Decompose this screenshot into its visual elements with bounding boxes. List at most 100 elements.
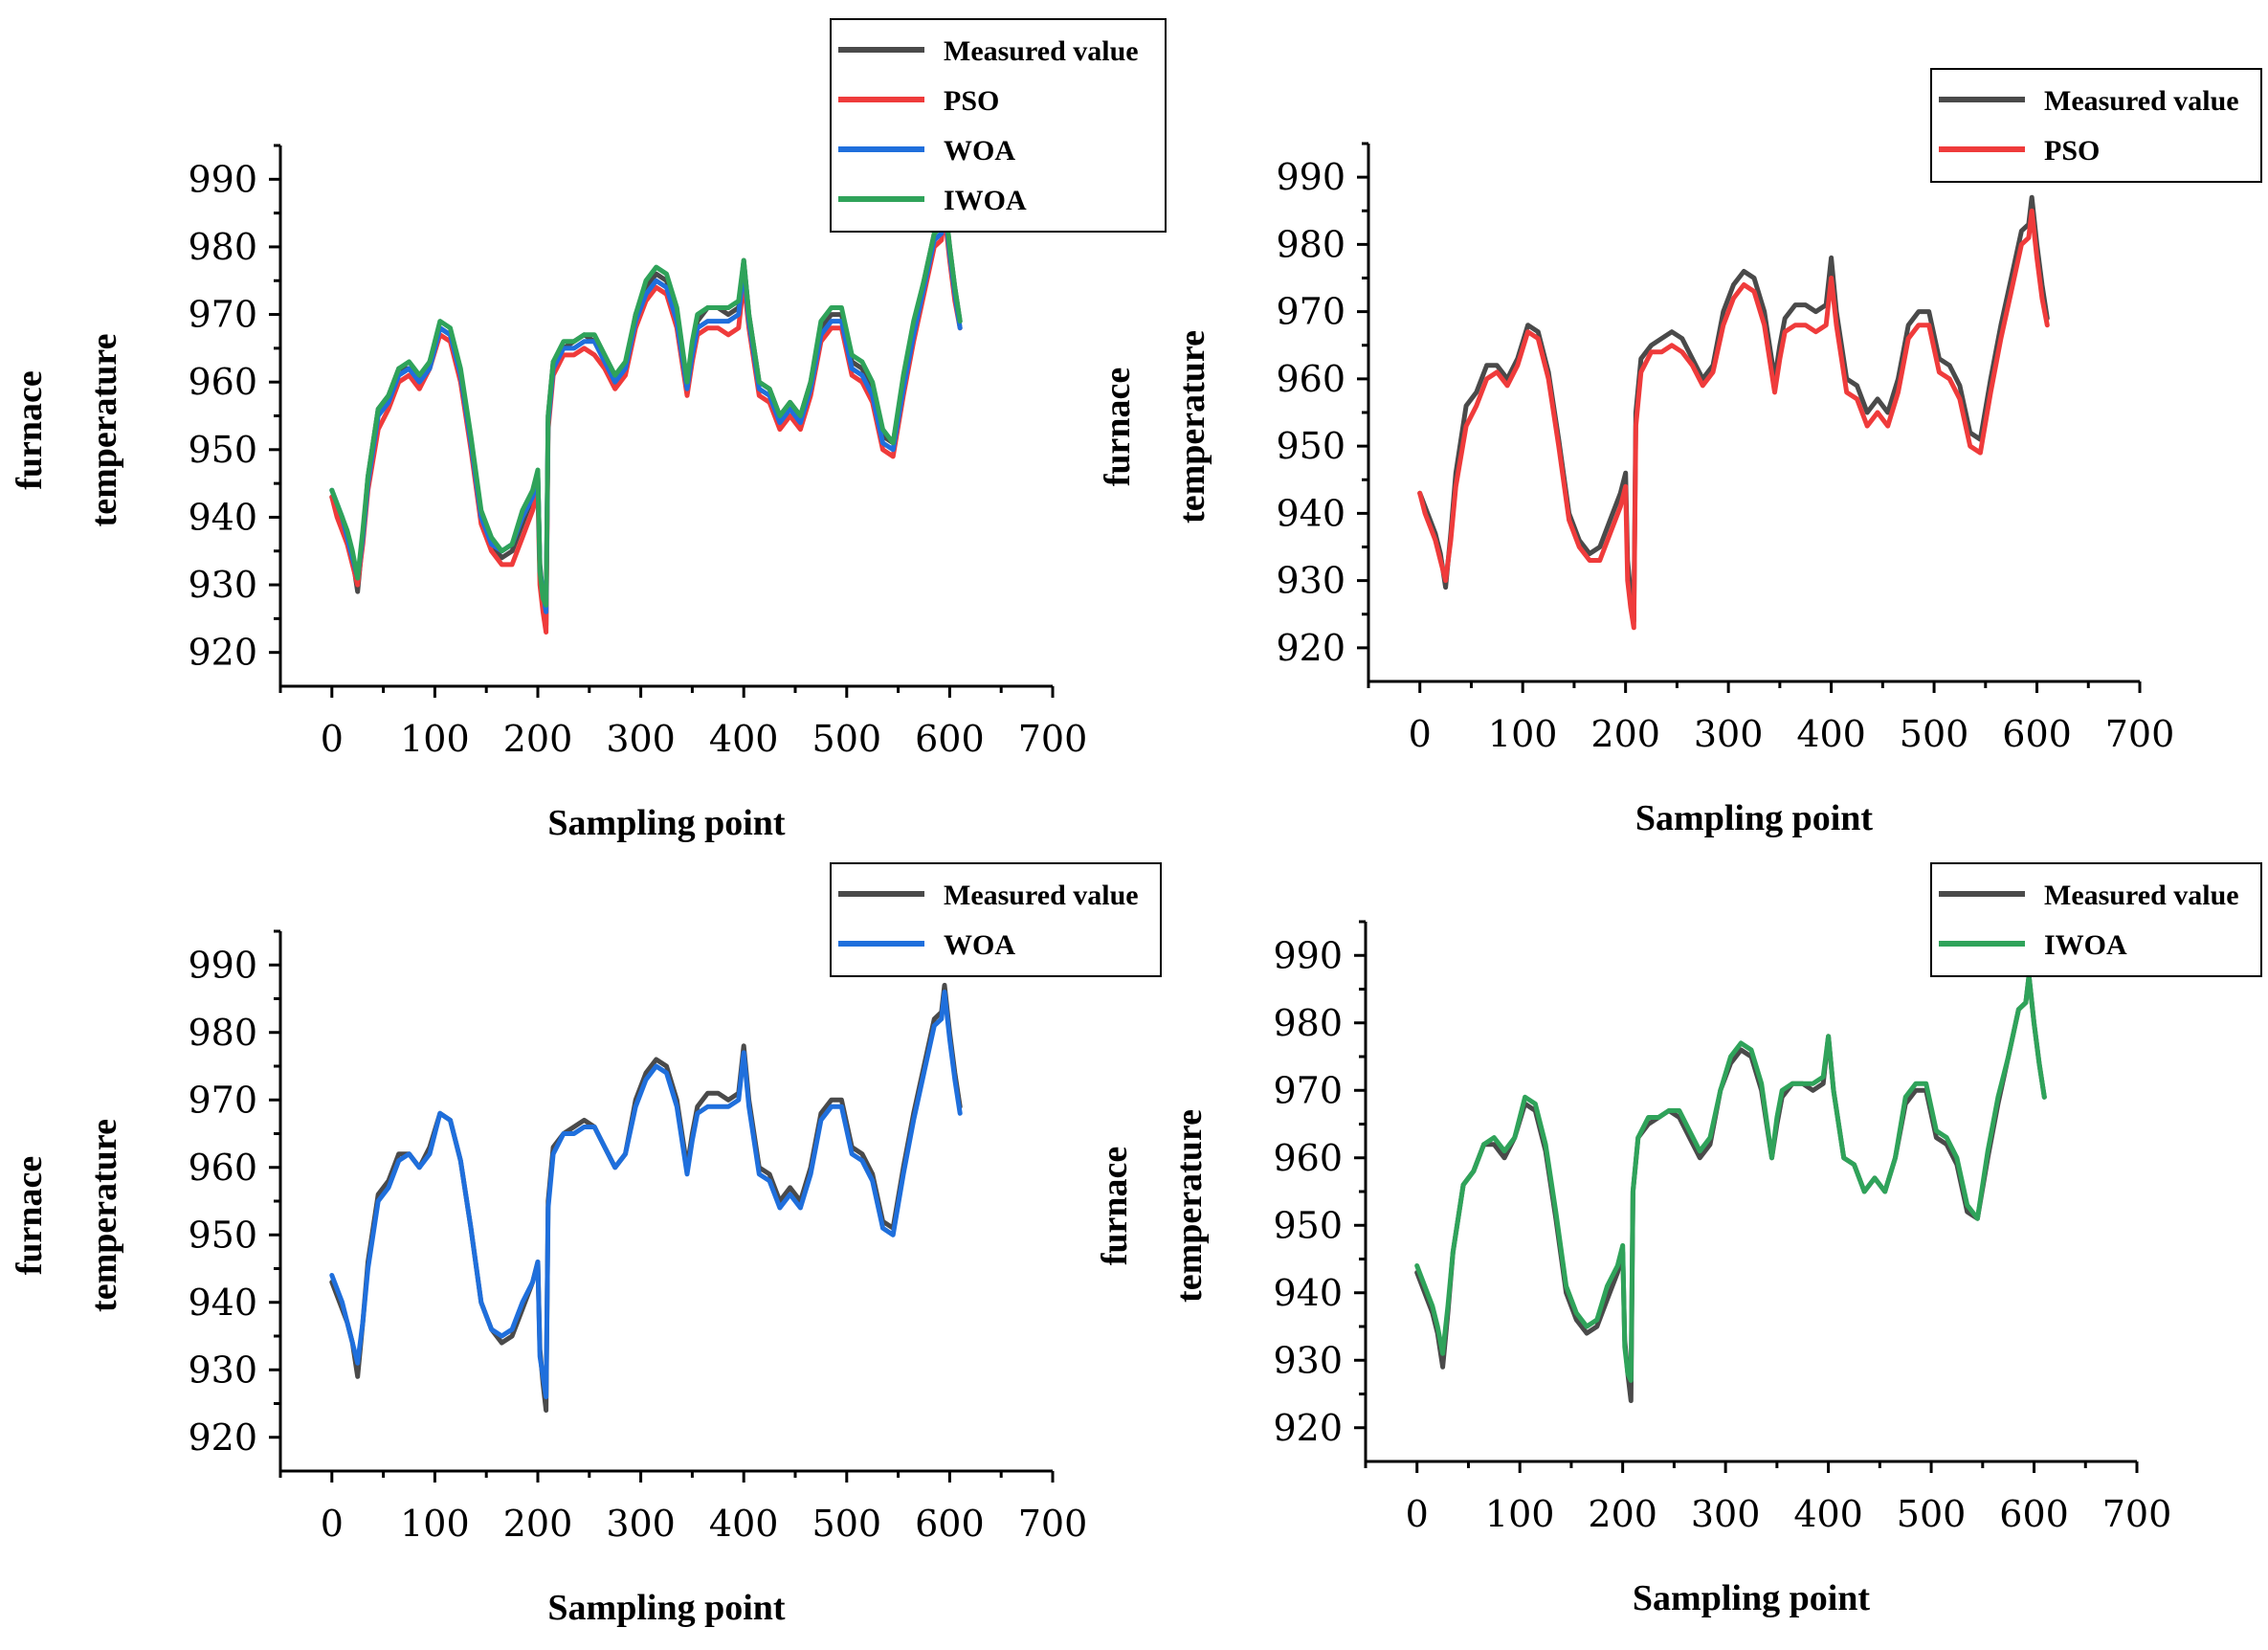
- y-tick-label: 950: [1273, 1204, 1343, 1246]
- x-tick-label: 0: [1406, 1493, 1429, 1535]
- y-tick-label: 930: [1273, 1339, 1343, 1381]
- y-tick-label: 970: [1276, 291, 1345, 333]
- y-tick-label: 940: [1273, 1272, 1343, 1314]
- y-axis-title-line2: temperature: [84, 334, 124, 527]
- y-axis-title-line2: temperature: [1172, 330, 1212, 524]
- y-tick-label: 930: [188, 564, 257, 606]
- series-line-woa: [329, 204, 963, 614]
- legend-label: Measured value: [2044, 880, 2239, 911]
- legend-box: [1930, 68, 2262, 183]
- y-tick-label: 990: [1276, 156, 1345, 198]
- series-line-measured: [1417, 194, 2050, 624]
- y-tick-label: 930: [188, 1349, 257, 1391]
- x-tick-label: 100: [1485, 1493, 1555, 1535]
- x-tick-label: 200: [1588, 1493, 1657, 1535]
- x-tick-label: 300: [606, 718, 676, 760]
- x-axis-title: Sampling point: [1633, 1578, 1870, 1618]
- series-line-iwoa: [1414, 972, 2047, 1383]
- chart-panel-top-left: 920 930 940 950 960 970 980 990 0 100 200 300 400 500…: [10, 18, 1167, 843]
- y-tick-label: 990: [188, 944, 257, 986]
- legend-label: PSO: [2044, 135, 2100, 167]
- x-tick-label: 300: [1694, 713, 1764, 755]
- x-tick-label: 400: [709, 1503, 779, 1545]
- series-line-pso: [329, 211, 963, 635]
- y-tick-label: 940: [188, 496, 257, 538]
- x-tick-label: 200: [503, 1503, 573, 1545]
- series-line-measured: [1414, 972, 2047, 1403]
- legend-label: WOA: [944, 135, 1015, 167]
- x-tick-label: 500: [812, 718, 882, 760]
- y-tick-label: 920: [1273, 1407, 1343, 1449]
- series-line-iwoa: [329, 197, 963, 608]
- x-tick-label: 200: [503, 718, 573, 760]
- y-tick-label: 950: [188, 1214, 257, 1256]
- x-tick-label: 100: [1488, 713, 1558, 755]
- x-tick-label: 700: [2102, 1493, 2172, 1535]
- y-axis-title-line2: temperature: [84, 1119, 124, 1312]
- x-tick-label: 300: [1691, 1493, 1761, 1535]
- x-axis-title: Sampling point: [547, 803, 785, 843]
- y-tick-label: 980: [188, 1012, 257, 1054]
- x-tick-label: 500: [1900, 713, 1969, 755]
- x-axis-title: Sampling point: [1635, 798, 1873, 838]
- legend-box: [1930, 862, 2262, 977]
- x-tick-label: 100: [400, 718, 470, 760]
- y-tick-label: 920: [188, 1416, 257, 1459]
- x-tick-label: 0: [321, 718, 344, 760]
- y-tick-label: 980: [188, 226, 257, 268]
- y-tick-label: 970: [188, 1079, 257, 1121]
- series-line-woa: [329, 990, 963, 1399]
- y-tick-label: 980: [1273, 1002, 1343, 1044]
- x-tick-label: 500: [812, 1503, 882, 1545]
- x-tick-label: 700: [1018, 1503, 1088, 1545]
- x-tick-label: 300: [606, 1503, 676, 1545]
- x-tick-label: 700: [1018, 718, 1088, 760]
- y-axis-title-line2: temperature: [1169, 1109, 1210, 1303]
- x-tick-label: 600: [1999, 1493, 2069, 1535]
- chart-panel-bottom-right: 920 930 940 950 960 970 980 990 0 100 200 300 400 500…: [1095, 862, 2262, 1618]
- series-line-pso: [1417, 208, 2050, 631]
- x-tick-label: 700: [2105, 713, 2175, 755]
- x-tick-label: 0: [321, 1503, 344, 1545]
- x-tick-label: 200: [1590, 713, 1660, 755]
- y-tick-label: 970: [188, 294, 257, 336]
- y-tick-label: 940: [188, 1282, 257, 1324]
- x-tick-label: 400: [1793, 1493, 1863, 1535]
- series-line-measured: [329, 982, 963, 1413]
- chart-panel-top-right: 920 930 940 950 960 970 980 990 0 100 200 300 400 500…: [1098, 68, 2262, 838]
- y-tick-label: 960: [188, 361, 257, 403]
- y-tick-label: 920: [188, 632, 257, 674]
- legend-label: WOA: [944, 929, 1015, 961]
- legend-label: IWOA: [2044, 929, 2127, 961]
- x-tick-label: 600: [915, 718, 985, 760]
- y-tick-label: 950: [1276, 425, 1345, 467]
- x-tick-label: 600: [915, 1503, 985, 1545]
- x-tick-label: 600: [2002, 713, 2072, 755]
- x-tick-label: 400: [709, 718, 779, 760]
- y-axis-title-line1: furnace: [10, 370, 50, 490]
- legend-box: [830, 862, 1162, 977]
- legend-label: IWOA: [944, 185, 1027, 216]
- x-tick-label: 100: [400, 1503, 470, 1545]
- x-tick-label: 500: [1897, 1493, 1967, 1535]
- x-tick-label: 400: [1796, 713, 1866, 755]
- y-axis-title-line1: furnace: [1095, 1147, 1135, 1266]
- y-tick-label: 960: [1273, 1137, 1343, 1179]
- y-tick-label: 990: [1273, 934, 1343, 976]
- x-tick-label: 0: [1409, 713, 1432, 755]
- chart-panel-bottom-left: 920 930 940 950 960 970 980 990 0 100 200 300 400 500…: [10, 862, 1162, 1628]
- legend-label: Measured value: [944, 880, 1139, 911]
- series-line-measured: [329, 197, 963, 628]
- y-tick-label: 940: [1276, 492, 1345, 534]
- legend-label: PSO: [944, 85, 999, 117]
- legend-label: Measured value: [944, 35, 1139, 67]
- y-tick-label: 990: [188, 158, 257, 200]
- y-tick-label: 930: [1276, 560, 1345, 602]
- y-tick-label: 960: [188, 1147, 257, 1189]
- x-axis-title: Sampling point: [547, 1588, 785, 1628]
- y-tick-label: 920: [1276, 627, 1345, 669]
- y-tick-label: 980: [1276, 223, 1345, 265]
- legend-label: Measured value: [2044, 85, 2239, 117]
- y-axis-title-line1: furnace: [1098, 368, 1138, 487]
